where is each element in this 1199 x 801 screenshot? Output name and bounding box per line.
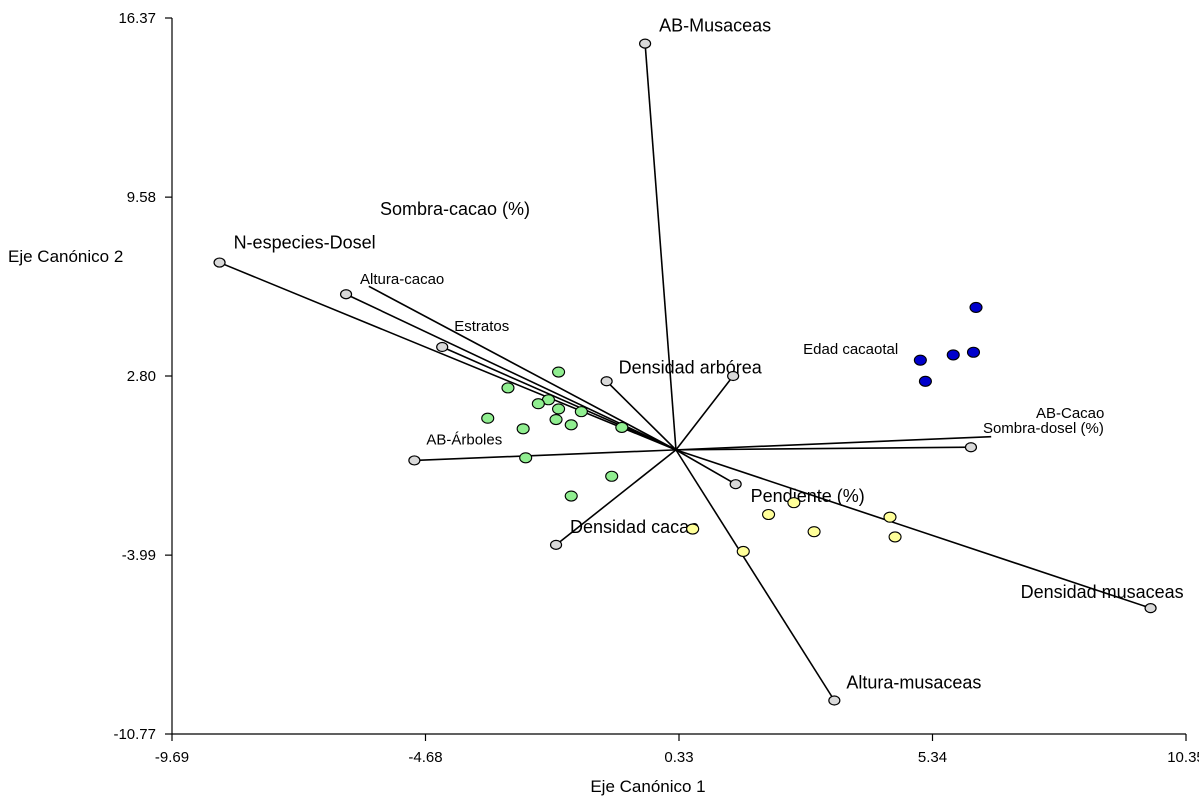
vector-label: Edad cacaotal: [803, 341, 898, 358]
vector-line: [414, 449, 676, 462]
vector-endpoint: [1144, 603, 1157, 614]
y-tick-label: 9.58: [127, 189, 156, 206]
x-tick-label: -9.69: [155, 749, 189, 766]
site-point: [807, 526, 821, 538]
annotation-label: AB-Cacao: [1036, 405, 1104, 422]
biplot-vectors: AB-Musaceas N-especies-Dosel Altura-cacao E…: [213, 16, 1184, 706]
site-point: [564, 490, 578, 502]
y-tick-label: 16.37: [118, 10, 156, 27]
site-point: [501, 382, 515, 394]
x-tick-label: 0.33: [664, 749, 693, 766]
site-point: [686, 523, 700, 535]
site-points: [481, 301, 983, 557]
site-point: [918, 375, 932, 387]
site-point: [519, 452, 533, 464]
vector-endpoint: [600, 376, 613, 387]
y-axis-label: Eje Canónico 2: [8, 247, 123, 266]
vector-label: Densidad cacao: [570, 517, 699, 537]
site-point: [615, 421, 629, 433]
y-tick-label: -10.77: [113, 726, 156, 743]
vector-endpoint: [729, 479, 742, 490]
site-point: [564, 419, 578, 431]
site-point: [552, 366, 566, 378]
x-axis-label: Eje Canónico 1: [590, 777, 705, 796]
vector-endpoint: [339, 289, 353, 300]
vector-line: [606, 380, 677, 451]
site-point: [966, 346, 981, 358]
ticks: -9.69 -4.68 0.33 5.34 10.35 16.37 9.58 2.80 -3.9…: [113, 10, 1199, 766]
site-point: [516, 423, 530, 435]
vector-label: Sombra-dosel (%): [983, 420, 1104, 437]
vector-line: [675, 449, 1151, 609]
site-point: [549, 413, 563, 426]
site-point: [762, 508, 776, 521]
vector-label: Pendiente (%): [751, 486, 865, 506]
vector-endpoint: [549, 539, 563, 550]
vector-endpoint: [828, 695, 841, 706]
y-tick-label: -3.99: [122, 547, 156, 564]
site-point: [531, 398, 545, 410]
x-tick-label: 5.34: [918, 749, 947, 766]
site-point: [552, 403, 566, 415]
vector-line: [441, 346, 677, 451]
vector-label: Altura-cacao: [360, 271, 444, 288]
vector-label: Densidad arbórea: [619, 357, 763, 377]
vector-label: Estratos: [454, 318, 509, 335]
site-point: [605, 470, 619, 482]
site-point: [574, 406, 588, 418]
vector-endpoint: [436, 341, 449, 353]
site-point: [481, 412, 495, 424]
vector-label: Densidad musaceas: [1021, 582, 1184, 602]
site-point: [913, 354, 927, 366]
vector-endpoint: [408, 455, 421, 466]
vector-line: [219, 261, 677, 451]
vector-line: [675, 446, 971, 451]
vector-endpoint: [964, 442, 978, 453]
vector-line: [675, 449, 836, 701]
vector-endpoint: [727, 370, 740, 382]
site-point: [969, 301, 983, 313]
vector-line: [675, 449, 737, 485]
annotation-label: Sombra-cacao (%): [380, 199, 530, 219]
vector-line: [675, 375, 734, 451]
site-point: [883, 511, 897, 523]
vector-label: AB-Musaceas: [659, 16, 771, 36]
x-tick-label: 10.35: [1167, 749, 1199, 766]
site-point: [888, 531, 902, 543]
site-point: [736, 545, 750, 557]
vector-line: [675, 435, 992, 451]
vector-line: [555, 449, 677, 546]
y-tick-label: 2.80: [127, 368, 156, 385]
vector-label: AB-Árboles: [426, 431, 502, 448]
vector-endpoint: [638, 38, 652, 49]
annotations: Sombra-cacao (%) AB-Cacao: [380, 199, 1104, 422]
vector-line: [644, 43, 677, 450]
vector-endpoint: [213, 257, 226, 268]
x-tick-label: -4.68: [408, 749, 442, 766]
vector-label: N-especies-Dosel: [234, 233, 376, 253]
vector-label: Altura-musaceas: [846, 672, 981, 692]
site-point: [787, 497, 801, 509]
site-point: [946, 349, 960, 361]
